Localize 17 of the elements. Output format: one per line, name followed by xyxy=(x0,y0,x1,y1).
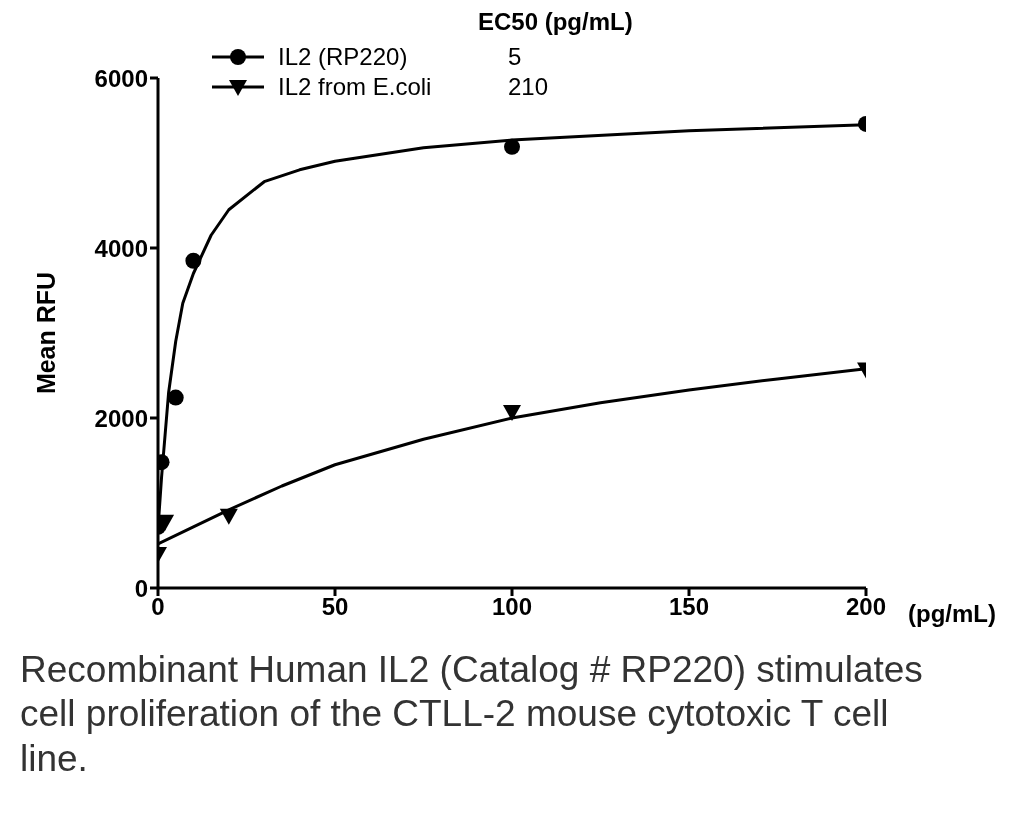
y-tick-label: 0 xyxy=(134,574,148,602)
y-axis-title: Mean RFU xyxy=(31,271,60,395)
x-tick-label: 100 xyxy=(491,593,533,621)
text: 5 xyxy=(508,43,522,71)
annotation: 210 xyxy=(508,73,549,101)
legend-label: IL2 from E.coli xyxy=(278,73,433,101)
legend-label: IL2 (RP220) xyxy=(278,43,409,71)
x-axis-title: (pg/mL) xyxy=(908,600,996,628)
y-tick-label: 6000 xyxy=(94,64,148,92)
y-tick-label: 2000 xyxy=(94,404,148,432)
legend-title: EC50 (pg/mL) xyxy=(478,8,633,37)
x-tick-label: 0 xyxy=(151,593,165,621)
x-tick-label: 150 xyxy=(668,593,710,621)
y-tick-label: 4000 xyxy=(94,234,148,262)
text: Recombinant Human IL2 (Catalog # RP220) stimulates cell proliferation of the CTLL-2 mouse cytotoxic T cell line. xyxy=(20,648,924,781)
x-tick-label: 200 xyxy=(845,593,887,621)
x-tick-label: 50 xyxy=(321,593,349,621)
